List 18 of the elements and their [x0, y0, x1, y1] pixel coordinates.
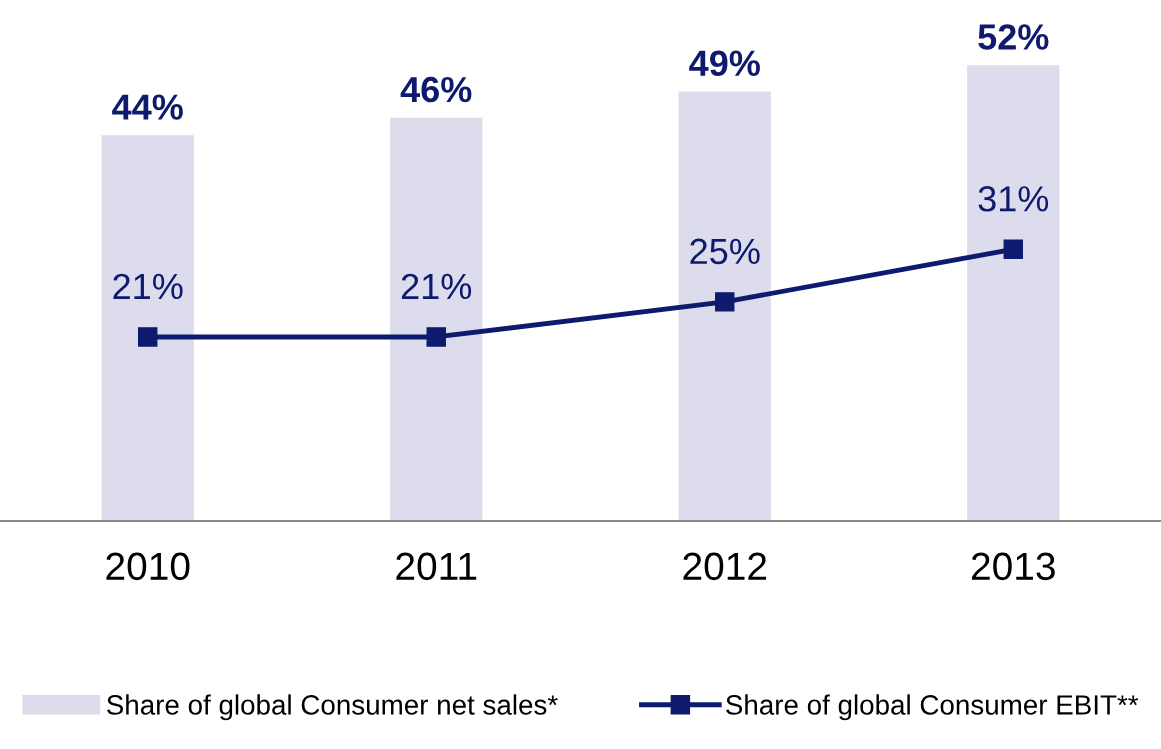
data-label: 21% [401, 273, 472, 300]
data-label: 44% [112, 94, 183, 120]
legend-label: Share of global Consumer net sales* [107, 694, 558, 721]
bar [101, 135, 194, 521]
x-tick-label: 2013 [971, 552, 1055, 581]
bar [678, 91, 771, 521]
data-label: 49% [689, 50, 760, 77]
data-label: 31% [978, 186, 1049, 212]
x-tick-label: 2010 [106, 552, 190, 581]
bar [390, 117, 483, 521]
x-tick-label: 2011 [396, 552, 477, 581]
data-label: 46% [400, 76, 472, 103]
data-label: 21% [113, 273, 183, 300]
x-tick-label: 2012 [683, 552, 767, 581]
data-label: 52% [978, 24, 1049, 50]
legend-label: Share of global Consumer EBIT** [726, 694, 1139, 721]
data-label: 25% [690, 238, 760, 265]
bar [967, 65, 1060, 521]
